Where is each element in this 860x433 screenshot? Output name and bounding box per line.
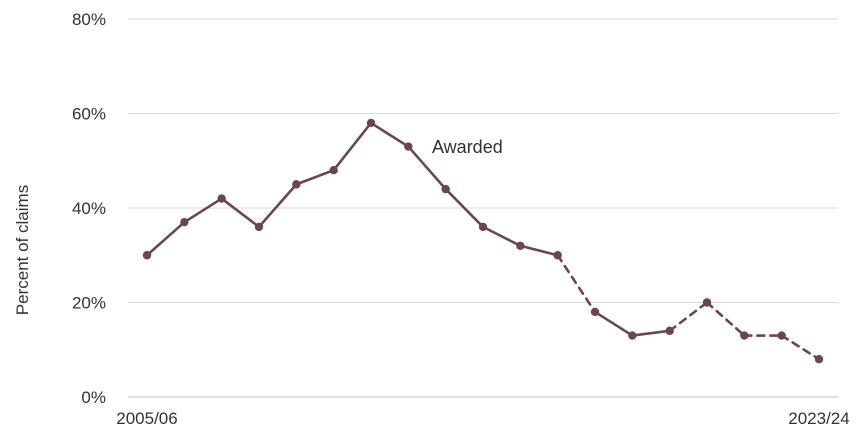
series-lines: [145, 121, 821, 361]
line-segment: [369, 121, 410, 148]
data-point: [628, 331, 637, 340]
y-tick-label: 20%: [72, 294, 106, 313]
data-point: [404, 142, 413, 151]
line-segment: [183, 197, 223, 224]
y-tick-label: 80%: [72, 10, 106, 29]
data-point: [292, 180, 301, 189]
data-point: [777, 331, 786, 340]
line-segment-dashed: [780, 334, 821, 361]
data-point: [590, 307, 600, 317]
data-point: [329, 166, 338, 175]
line-segment: [444, 187, 485, 229]
data-point: [180, 217, 189, 227]
data-point: [740, 331, 749, 340]
line-segment: [481, 225, 522, 248]
y-tick-label: 0%: [81, 388, 106, 407]
y-tick-label: 60%: [72, 105, 106, 124]
line-segment: [295, 168, 335, 186]
x-tick-labels: 2005/06 2023/24: [116, 409, 849, 428]
y-tick-labels: 0% 20% 40% 60% 80%: [72, 10, 106, 407]
data-point: [516, 241, 525, 250]
line-segment-dashed: [705, 301, 746, 337]
y-axis-title: Percent of claims: [13, 185, 32, 315]
line-segment: [257, 183, 298, 229]
x-tick-label-last: 2023/24: [788, 409, 849, 428]
line-segment: [593, 310, 634, 337]
data-point: [665, 326, 674, 336]
data-point: [553, 251, 562, 260]
data-point: [441, 184, 450, 194]
data-point: [478, 222, 488, 232]
line-segment: [332, 121, 373, 172]
line-segment: [407, 145, 447, 191]
y-tick-label: 40%: [72, 199, 106, 218]
line-segment-dashed: [668, 301, 709, 333]
series-annotation-awarded: Awarded: [432, 137, 503, 157]
line-segment: [631, 329, 671, 337]
line-segment-dashed: [556, 253, 597, 314]
gridlines: [128, 18, 838, 398]
data-point: [217, 194, 226, 203]
line-segment: [220, 197, 261, 229]
x-tick-label-first: 2005/06: [116, 409, 177, 428]
line-segment: [519, 244, 559, 257]
data-point: [366, 118, 376, 128]
data-point: [142, 251, 152, 260]
data-point: [814, 355, 824, 364]
data-point: [702, 298, 712, 307]
line-segment: [145, 220, 186, 257]
data-point: [254, 222, 264, 232]
series-points: [142, 118, 824, 364]
